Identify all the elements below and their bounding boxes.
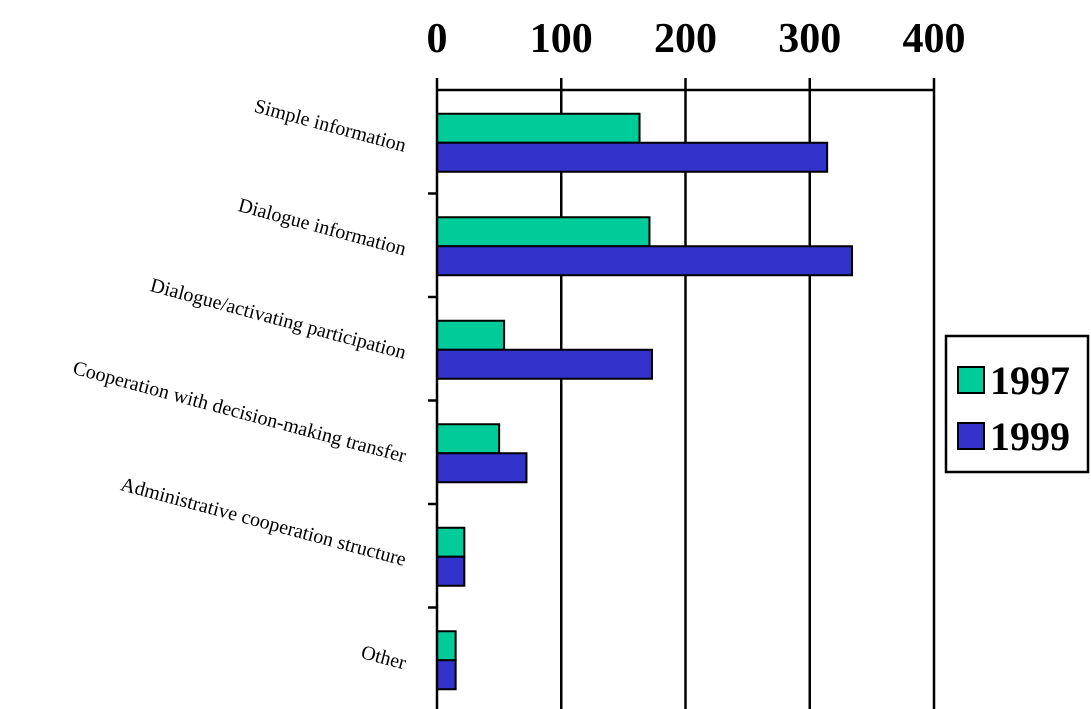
category-label: Dialogue information [236, 194, 409, 260]
x-tick-label: 0 [427, 16, 448, 62]
category-label: Simple information [252, 95, 408, 157]
bar-1997 [436, 216, 651, 248]
bar-1997 [436, 526, 466, 558]
bar-1997 [436, 319, 506, 351]
x-tick-label: 300 [778, 16, 841, 62]
category-label: Dialogue/activating participation [148, 274, 409, 364]
x-tick-label: 400 [903, 16, 966, 62]
legend-swatch-1999 [957, 422, 985, 450]
gridlines [560, 90, 936, 709]
bar-1999 [436, 245, 853, 277]
axes [428, 78, 936, 709]
category-label: Administrative cooperation structure [118, 473, 408, 570]
bar-1999 [436, 348, 653, 380]
legend-label: 1997 [990, 358, 1070, 403]
bar-1997 [436, 630, 457, 662]
x-tick-label: 200 [654, 16, 717, 62]
legend: 1997 1999 [944, 334, 1090, 474]
category-label: Cooperation with decision-making transfe… [71, 357, 409, 467]
category-labels: Simple information Dialogue information Di… [71, 95, 409, 674]
x-tick-labels: 0 100 200 300 400 [427, 16, 966, 62]
bar-1999 [436, 141, 829, 173]
bar-1999 [436, 555, 466, 587]
legend-swatch-1997 [957, 366, 985, 394]
bars [436, 112, 853, 691]
x-tick-label: 100 [530, 16, 593, 62]
legend-label: 1999 [990, 414, 1070, 459]
bar-1997 [436, 112, 641, 144]
category-label: Other [359, 641, 409, 674]
bar-1999 [436, 659, 457, 691]
bar-1997 [436, 423, 501, 455]
bar-1999 [436, 452, 528, 484]
